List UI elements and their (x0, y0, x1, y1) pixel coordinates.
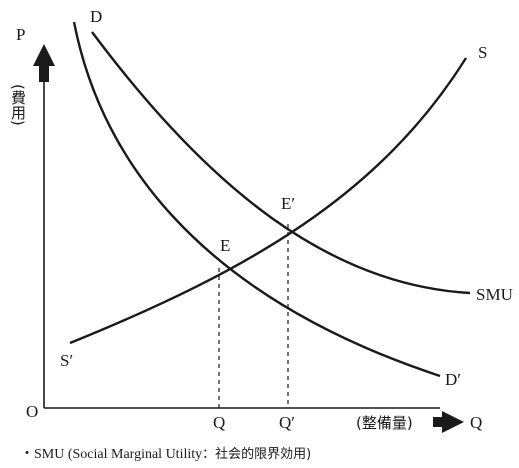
x-tick-q-prime: Q′ (279, 413, 295, 432)
y-axis-arrow-icon (33, 44, 55, 82)
footnote-text-jp: ：社会的限界効用) (202, 447, 312, 462)
x-axis-sublabel: (整備量) (356, 414, 413, 432)
curve-label-s: S (478, 43, 487, 62)
y-axis-label: P (16, 25, 25, 44)
x-tick-q: Q (213, 413, 225, 432)
demand-curve-d-smu (91, 31, 471, 295)
x-axis-label: Q (470, 413, 482, 432)
footnote: ・SMU (Social Marginal Utility：社会的限界効用) (20, 443, 311, 463)
point-label-e: E (220, 236, 230, 255)
curve-label-d-prime: D′ (445, 370, 461, 389)
x-axis-arrow-icon (433, 411, 464, 433)
curve-label-s-prime: S′ (60, 351, 73, 370)
y-axis-sublabel: (費用) (9, 84, 27, 126)
demand-curve-d-prime (72, 21, 441, 378)
origin-label: O (26, 402, 38, 421)
footnote-text-latin: SMU (Social Marginal Utility (34, 447, 203, 462)
supply-curve (69, 57, 468, 345)
footnote-bullet: ・ (20, 447, 34, 462)
curve-label-d: D (90, 7, 102, 26)
point-label-e-prime: E′ (281, 194, 295, 213)
curve-label-smu: SMU (476, 285, 513, 304)
